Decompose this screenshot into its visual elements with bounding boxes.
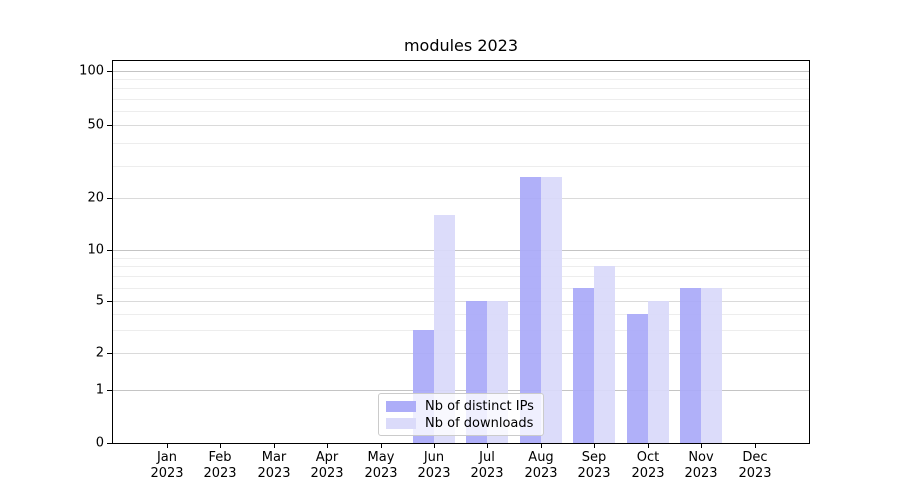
bar-distinct-ips-aug [519, 177, 541, 443]
x-tick-oct [648, 444, 649, 448]
x-tick-may [381, 444, 382, 448]
y-tick-label-5: 5 [95, 293, 104, 309]
x-tick-label-mar: Mar 2023 [257, 450, 291, 481]
y-tick-label-1: 1 [95, 382, 104, 398]
bar-downloads-jun [433, 214, 455, 443]
legend: Nb of distinct IPs Nb of downloads [378, 393, 544, 436]
y-tick-2 [107, 353, 112, 354]
y-tick-50 [107, 125, 112, 126]
gridline-2 [113, 353, 809, 354]
x-tick-label-nov: Nov 2023 [684, 450, 718, 481]
x-tick-label-oct: Oct 2023 [631, 450, 665, 481]
legend-entry-distinct-ips: Nb of distinct IPs [386, 398, 536, 415]
x-tick-jul [487, 444, 488, 448]
x-tick-label-aug: Aug 2023 [524, 450, 558, 481]
legend-label-downloads: Nb of downloads [425, 416, 534, 431]
y-tick-10 [107, 250, 112, 251]
y-tick-1 [107, 390, 112, 391]
legend-label-distinct-ips: Nb of distinct IPs [425, 399, 534, 414]
plot-area [112, 60, 810, 444]
y-tick-label-0: 0 [95, 435, 104, 451]
y-tick-label-10: 10 [87, 242, 104, 258]
y-tick-0 [107, 443, 112, 444]
y-tick-label-2: 2 [95, 345, 104, 361]
gridline-minor-9 [113, 258, 809, 259]
gridline-5 [113, 301, 809, 302]
gridline-minor-6 [113, 288, 809, 289]
x-tick-apr [327, 444, 328, 448]
x-tick-label-jun: Jun 2023 [417, 450, 451, 481]
x-tick-nov [701, 444, 702, 448]
gridline-1 [113, 390, 809, 391]
x-tick-label-jan: Jan 2023 [150, 450, 184, 481]
y-tick-label-100: 100 [79, 63, 104, 79]
x-tick-dec [755, 444, 756, 448]
gridline-minor-40 [113, 143, 809, 144]
gridline-20 [113, 198, 809, 199]
x-tick-mar [274, 444, 275, 448]
x-tick-jan [167, 444, 168, 448]
y-tick-20 [107, 198, 112, 199]
y-tick-100 [107, 71, 112, 72]
gridline-50 [113, 125, 809, 126]
gridline-minor-30 [113, 166, 809, 167]
x-tick-jun [434, 444, 435, 448]
bar-downloads-oct [647, 301, 669, 443]
gridline-minor-4 [113, 314, 809, 315]
bar-downloads-aug [540, 177, 562, 443]
y-tick-label-20: 20 [87, 190, 104, 206]
x-tick-aug [541, 444, 542, 448]
x-tick-label-feb: Feb 2023 [203, 450, 237, 481]
gridline-minor-70 [113, 99, 809, 100]
legend-swatch-downloads [386, 418, 416, 429]
gridline-minor-60 [113, 111, 809, 112]
chart-title: modules 2023 [403, 36, 519, 55]
y-tick-label-50: 50 [87, 117, 104, 133]
gridline-minor-8 [113, 266, 809, 267]
gridline-minor-7 [113, 276, 809, 277]
x-tick-label-may: May 2023 [364, 450, 398, 481]
gridline-100 [113, 71, 809, 72]
gridline-minor-90 [113, 79, 809, 80]
legend-entry-downloads: Nb of downloads [386, 415, 536, 432]
legend-swatch-distinct-ips [386, 401, 416, 412]
x-tick-label-dec: Dec 2023 [738, 450, 772, 481]
y-tick-5 [107, 301, 112, 302]
x-tick-label-apr: Apr 2023 [310, 450, 344, 481]
x-tick-label-sep: Sep 2023 [577, 450, 611, 481]
x-tick-label-jul: Jul 2023 [470, 450, 504, 481]
x-tick-sep [594, 444, 595, 448]
gridline-minor-3 [113, 330, 809, 331]
bar-downloads-sep [594, 266, 616, 443]
bar-downloads-nov [701, 287, 723, 443]
gridline-minor-80 [113, 88, 809, 89]
bar-distinct-ips-sep [573, 287, 595, 443]
bar-distinct-ips-oct [626, 313, 648, 443]
gridline-10 [113, 250, 809, 251]
bar-distinct-ips-nov [680, 287, 702, 443]
x-tick-feb [220, 444, 221, 448]
